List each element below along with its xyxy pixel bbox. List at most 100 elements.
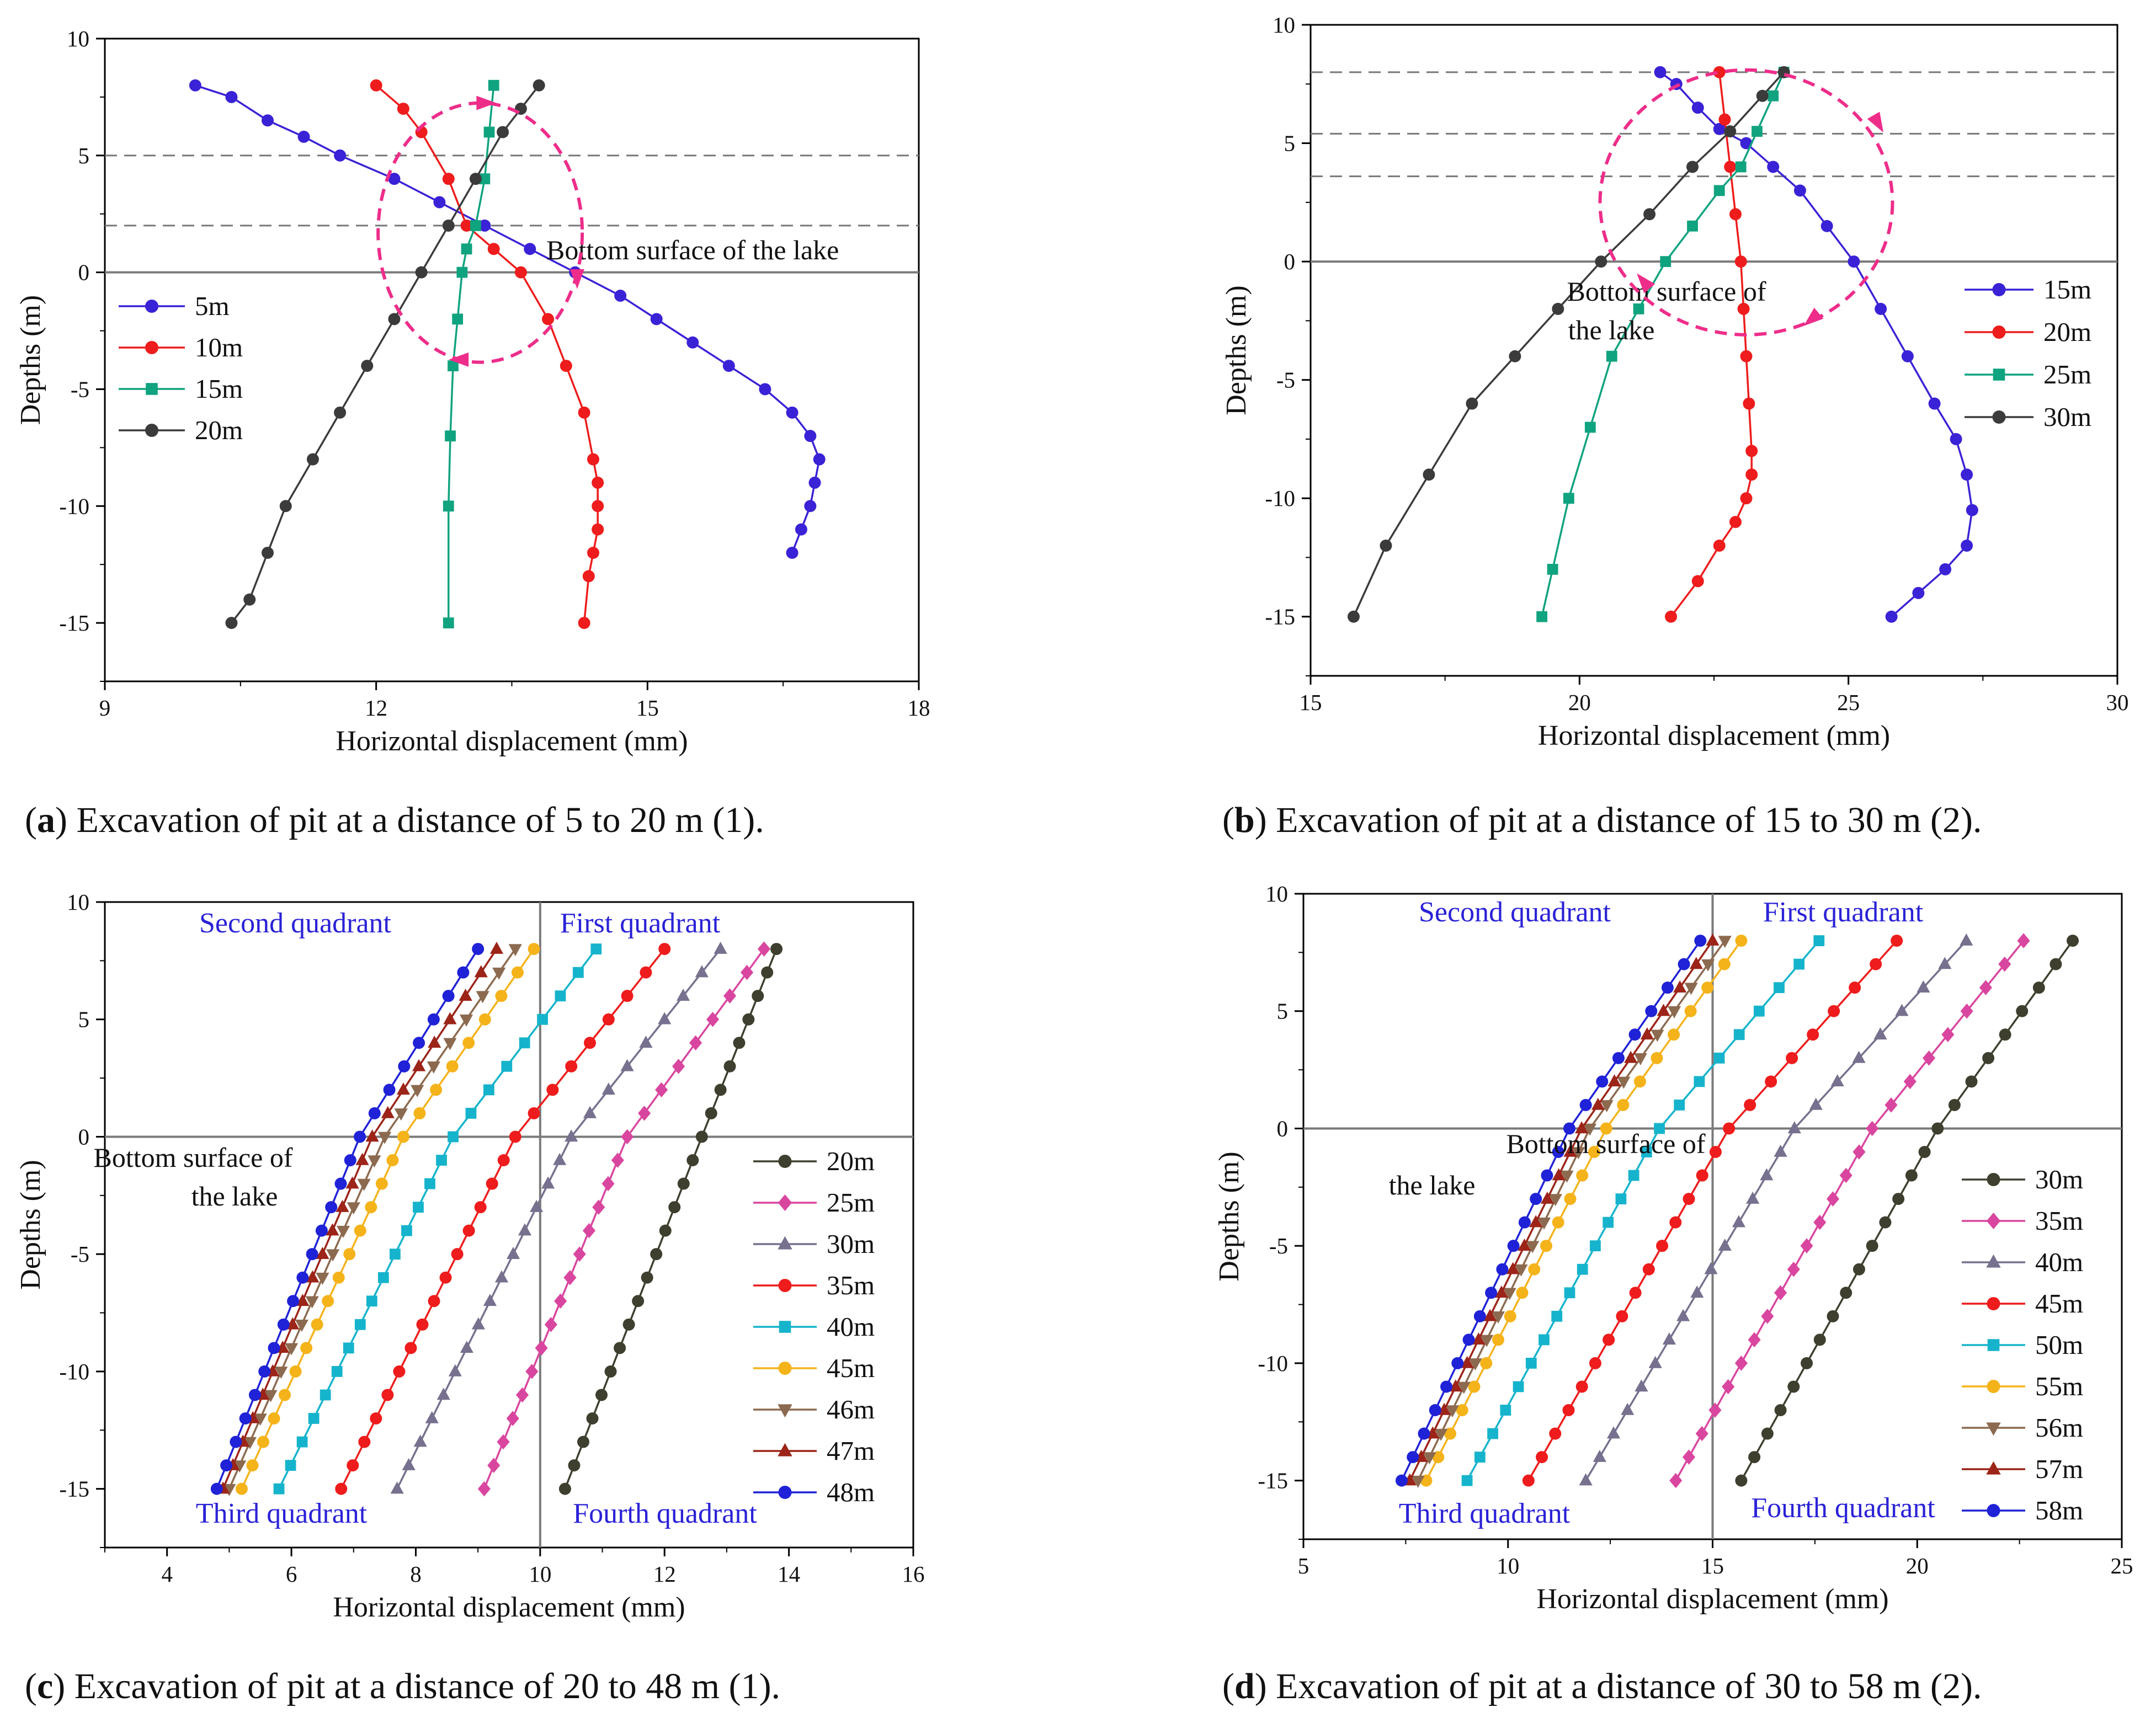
chart-c: 4 6 8 10 12 14 16 10 5 0 -5 -10 -15 Horizontal displa… <box>15 889 925 1623</box>
data-point <box>553 1153 567 1165</box>
data-point <box>804 430 817 442</box>
data-point <box>1678 958 1690 970</box>
data-point <box>740 964 754 980</box>
data-point <box>1660 256 1671 267</box>
data-point <box>1522 1474 1535 1487</box>
data-point <box>243 1437 257 1449</box>
data-point <box>394 1108 408 1121</box>
data-point <box>786 406 798 419</box>
data-point <box>1507 1240 1520 1252</box>
data-point <box>1713 185 1725 196</box>
y-tick-label: -15 <box>1258 1468 1288 1493</box>
data-point <box>1753 1005 1765 1017</box>
series-line <box>228 948 517 1490</box>
data-point <box>470 220 481 231</box>
data-point <box>525 1364 539 1379</box>
data-point <box>1621 1402 1635 1415</box>
data-point <box>1928 397 1941 410</box>
data-point <box>306 1248 318 1261</box>
quadrant-label-fourth: Fourth quadrant <box>1751 1492 1935 1524</box>
data-point <box>335 1482 348 1495</box>
data-point <box>401 1225 412 1236</box>
data-point <box>1713 66 1726 78</box>
data-point <box>378 1132 392 1144</box>
data-point <box>804 500 817 513</box>
data-point <box>305 1296 319 1309</box>
data-point <box>396 1082 411 1095</box>
series-56m <box>1411 936 1732 1488</box>
data-point <box>474 965 488 978</box>
data-point <box>1840 1287 1852 1299</box>
data-point <box>1923 1050 1936 1066</box>
data-point <box>375 1177 388 1190</box>
data-point <box>1590 1240 1601 1252</box>
legend-label: 46m <box>827 1394 875 1424</box>
data-point <box>243 593 256 606</box>
data-point <box>1676 1309 1690 1321</box>
data-point <box>1737 302 1750 315</box>
x-axis-label: Horizontal displacement (mm) <box>1538 720 1890 751</box>
legend-label: 47m <box>827 1436 875 1466</box>
data-point <box>486 1177 498 1190</box>
data-point <box>326 1249 340 1262</box>
series-line <box>195 84 821 553</box>
data-point <box>1826 1191 1840 1207</box>
data-point <box>1603 1333 1615 1346</box>
caption-open-paren: ( <box>25 1666 37 1706</box>
data-point <box>189 79 201 92</box>
data-point <box>565 1060 578 1073</box>
y-tick-label: 5 <box>1284 131 1296 156</box>
data-point <box>361 360 374 372</box>
data-point <box>343 1248 356 1261</box>
data-point <box>1641 1146 1652 1157</box>
legend-marker <box>1993 369 2005 381</box>
data-point <box>795 523 807 536</box>
data-point <box>316 1272 329 1285</box>
x-tick-label: 9 <box>99 695 111 721</box>
data-point <box>442 990 455 1002</box>
data-point <box>689 1035 702 1051</box>
data-point <box>344 1154 356 1166</box>
data-point <box>1765 1075 1777 1088</box>
data-point <box>590 943 602 954</box>
data-point <box>336 1199 349 1212</box>
caption-text: ) Excavation of pit at a distance of 15 … <box>1255 800 1982 840</box>
data-point <box>430 1084 443 1096</box>
x-tick-label: 20 <box>1568 690 1591 715</box>
data-point <box>1665 610 1678 623</box>
data-point <box>448 360 459 371</box>
data-point <box>355 1153 369 1165</box>
data-point <box>1695 1426 1708 1442</box>
data-point <box>686 1154 699 1166</box>
data-point <box>1866 1240 1878 1252</box>
series-30m <box>390 941 727 1494</box>
x-tick-label: 25 <box>1837 690 1860 715</box>
data-point <box>413 1202 424 1213</box>
data-point <box>658 943 671 956</box>
series-45m <box>235 943 540 1495</box>
data-point <box>1743 397 1755 410</box>
data-point <box>1461 1475 1473 1486</box>
quadrant-label-second: Second quadrant <box>199 908 392 939</box>
data-point <box>535 1340 548 1356</box>
data-point <box>1473 1310 1486 1322</box>
lake-bottom-annotation: Bottom surface of <box>93 1142 292 1173</box>
data-point <box>393 1365 406 1378</box>
data-point <box>1761 1309 1774 1324</box>
data-point <box>1748 1332 1761 1348</box>
legend-label: 40m <box>2035 1247 2083 1277</box>
data-point <box>311 1318 323 1331</box>
caption-open-paren: ( <box>1222 1666 1234 1706</box>
data-point <box>347 1202 360 1215</box>
data-point <box>1552 1146 1564 1158</box>
data-point <box>640 966 652 979</box>
caption-d: (d) Excavation of pit at a distance of 3… <box>1222 1666 1982 1706</box>
series-30m <box>1735 935 2079 1487</box>
data-point <box>1852 1144 1866 1160</box>
x-tick-label: 10 <box>1497 1553 1519 1578</box>
data-point <box>1801 1357 1813 1369</box>
data-point <box>296 1294 310 1306</box>
data-point <box>582 1223 596 1239</box>
series-58m <box>1395 935 1707 1487</box>
